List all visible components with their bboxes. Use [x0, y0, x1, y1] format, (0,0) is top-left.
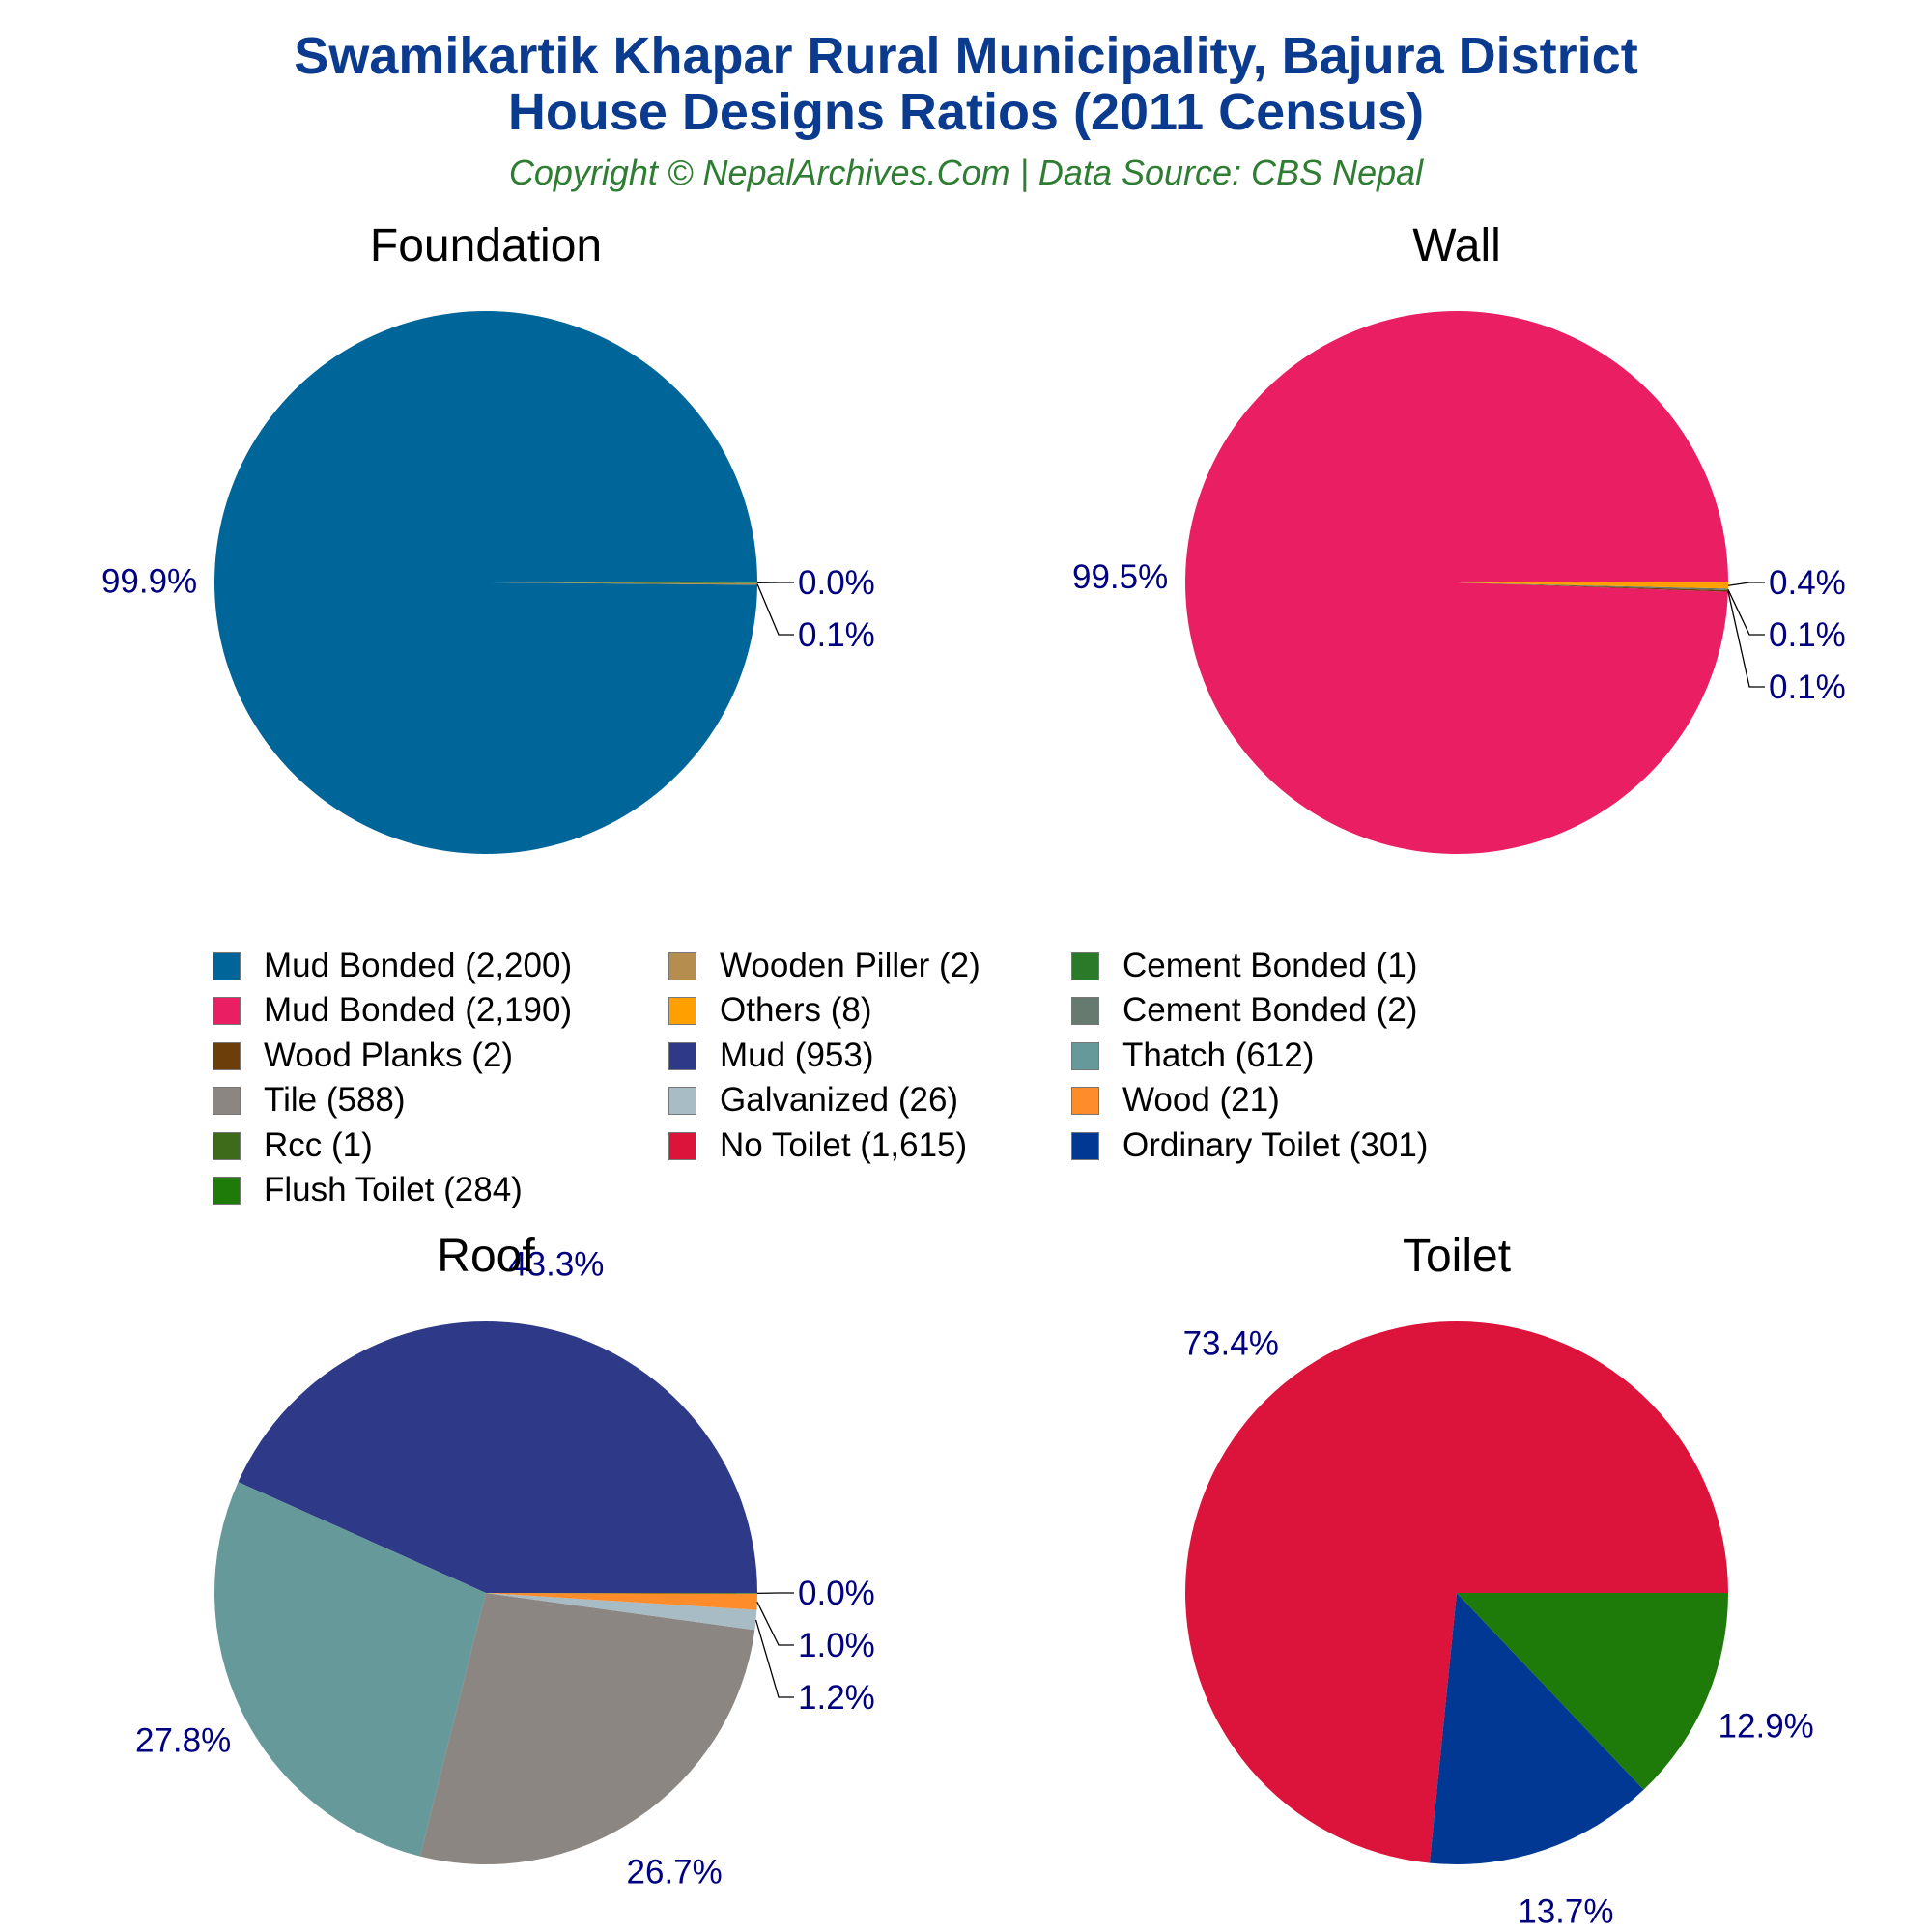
slice-cement-bonded [1457, 582, 1728, 591]
slice-label: 99.5% [1072, 558, 1168, 596]
legend-item[interactable]: Flush Toilet (284) [213, 1171, 523, 1209]
slice-label: 43.3% [508, 1245, 604, 1283]
pie-toilet: 73.4% 13.7% 12.9% Toilet [1183, 1231, 1814, 1931]
slice-label: 0.0% [798, 1575, 875, 1612]
chart-title-line2: House Designs Ratios (2011 Census) [507, 83, 1425, 141]
slice-ordinary-toilet [1429, 1593, 1644, 1865]
legend-label: Tile (588) [264, 1081, 406, 1119]
slice-tile [419, 1593, 755, 1864]
legend-label: Cement Bonded (1) [1122, 947, 1418, 984]
slice-rcc [486, 1593, 757, 1594]
slice-wooden-piller [486, 582, 757, 585]
legend-swatch [1071, 1131, 1099, 1160]
legend-swatch [213, 996, 241, 1025]
pie-title: Roof [437, 1231, 535, 1282]
pie-title: Wall [1412, 220, 1501, 271]
slice-label: 13.7% [1518, 1893, 1613, 1931]
leader-line [1727, 590, 1765, 688]
legend-label: Flush Toilet (284) [264, 1171, 523, 1208]
leader-line [754, 1619, 794, 1698]
legend-swatch [1071, 1041, 1099, 1070]
pie-title: Toilet [1403, 1231, 1511, 1282]
slice-label: 73.4% [1183, 1325, 1279, 1363]
legend-item[interactable]: Mud (953) [668, 1037, 874, 1075]
legend-swatch [668, 1086, 696, 1115]
legend-label: Rcc (1) [264, 1126, 373, 1164]
legend-label: Cement Bonded (2) [1122, 991, 1418, 1029]
legend-item[interactable]: Galvanized (26) [668, 1081, 958, 1120]
legend-label: Mud (953) [720, 1037, 874, 1074]
legend-label: Thatch (612) [1122, 1037, 1315, 1074]
legend-swatch [668, 952, 696, 980]
slice-label: 0.1% [1769, 668, 1846, 706]
leader-line [1727, 588, 1765, 636]
legend-item[interactable]: Thatch (612) [1071, 1037, 1314, 1075]
legend-label: Wood (21) [1122, 1081, 1280, 1119]
slice-galvanized [486, 1593, 757, 1631]
legend-label: Galvanized (26) [720, 1081, 959, 1119]
legend-label: No Toilet (1,615) [720, 1126, 968, 1164]
slice-thatch [213, 1482, 486, 1857]
slice-label: 0.1% [1769, 616, 1846, 654]
legend-swatch [213, 1176, 241, 1205]
pie-wall: 99.5% 0.4% 0.1% 0.1% Wall [1072, 220, 1846, 855]
slice-cement-bonded [486, 582, 757, 583]
legend-item[interactable]: No Toilet (1,615) [668, 1126, 967, 1165]
legend-item[interactable]: Mud Bonded (2,190) [213, 991, 572, 1030]
legend-item[interactable]: Rcc (1) [213, 1126, 373, 1165]
legend-item[interactable]: Wooden Piller (2) [668, 947, 980, 985]
slice-label: 1.0% [798, 1627, 875, 1664]
legend-label: Ordinary Toilet (301) [1122, 1126, 1429, 1164]
slice-mud [238, 1321, 757, 1593]
chart-subtitle: Copyright © NepalArchives.Com | Data Sou… [508, 153, 1424, 192]
legend-swatch [668, 1131, 696, 1160]
legend-item[interactable]: Mud Bonded (2,200) [213, 947, 572, 985]
slice-wood [486, 1593, 757, 1610]
leader-line [756, 1601, 794, 1646]
legend-label: Wood Planks (2) [264, 1037, 514, 1074]
pie-title: Foundation [370, 220, 602, 271]
legend-swatch [1071, 1086, 1099, 1115]
legend-item[interactable]: Wood Planks (2) [213, 1037, 513, 1075]
slice-mud-bonded [1184, 311, 1728, 855]
slice-label: 27.8% [135, 1721, 231, 1759]
legend-swatch [213, 1086, 241, 1115]
slice-label: 0.1% [798, 616, 875, 654]
legend-item[interactable]: Cement Bonded (1) [1071, 947, 1417, 985]
pie-foundation: 99.9% 0.0% 0.1% Foundation [101, 220, 875, 854]
legend-item[interactable]: Tile (588) [213, 1081, 406, 1120]
slice-label: 0.0% [798, 564, 875, 602]
legend-swatch [1071, 952, 1099, 980]
legend-swatch [668, 1041, 696, 1070]
legend-swatch [213, 1041, 241, 1070]
slice-flush-toilet [1457, 1593, 1728, 1790]
slice-label: 26.7% [627, 1854, 723, 1891]
leader-line [1727, 582, 1765, 586]
slice-label: 12.9% [1719, 1707, 1814, 1745]
legend-item[interactable]: Ordinary Toilet (301) [1071, 1126, 1428, 1165]
legend-item[interactable]: Cement Bonded (2) [1071, 991, 1417, 1030]
leader-line [756, 583, 794, 636]
legend-label: Mud Bonded (2,190) [264, 991, 573, 1029]
legend-item[interactable]: Wood (21) [1071, 1081, 1280, 1120]
slice-others [1457, 582, 1728, 589]
legend-swatch [213, 952, 241, 980]
legend-swatch [213, 1131, 241, 1160]
slice-mud-bonded [213, 310, 757, 854]
legend-swatch [1071, 996, 1099, 1025]
legend-item[interactable]: Others (8) [668, 991, 872, 1030]
chart-title-line1: Swamikartik Khapar Rural Municipality, B… [294, 27, 1638, 85]
legend-swatch [668, 996, 696, 1025]
slice-label: 0.4% [1769, 564, 1846, 602]
slice-no-toilet [1185, 1321, 1728, 1863]
slice-wood-planks [1457, 582, 1728, 592]
slice-label: 1.2% [798, 1679, 875, 1717]
legend-label: Wooden Piller (2) [720, 947, 980, 984]
pie-roof: 43.3% 27.8% 26.7% 0.0% 1.0% 1.2% Roof [135, 1231, 875, 1891]
legend-label: Others (8) [720, 991, 872, 1029]
slice-label: 99.9% [101, 563, 197, 601]
legend-label: Mud Bonded (2,200) [264, 947, 573, 984]
